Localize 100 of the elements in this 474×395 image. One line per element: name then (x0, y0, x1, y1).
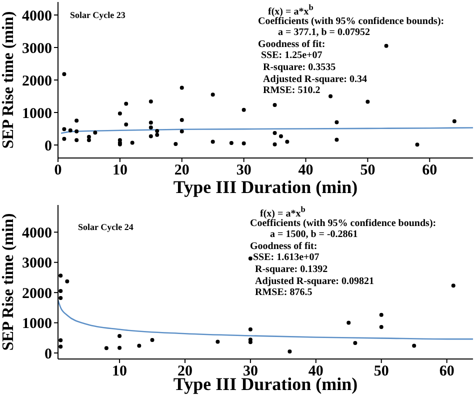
point (216, 340, 220, 344)
point (104, 346, 108, 350)
x-tick-label: 10 (112, 162, 128, 179)
x-axis-title: Type III Duration (min) (173, 177, 358, 197)
annotation: Solar Cycle 23 (70, 10, 126, 20)
point (210, 92, 215, 97)
y-tick-label: 2000 (22, 73, 52, 90)
point (86, 138, 91, 142)
point (74, 129, 79, 134)
annotation: a = 377.1, b = 0.07952 (278, 27, 370, 38)
y-tick-label: 4000 (22, 226, 52, 242)
point (137, 344, 142, 348)
y-tick-label: 0 (44, 346, 52, 362)
point (346, 320, 351, 325)
annotation: Coefficients (with 95% confidence bounds): (258, 16, 444, 27)
point (180, 129, 184, 134)
point (366, 100, 370, 104)
x-tick-label: 40 (298, 162, 314, 179)
annotation: RMSE: 876.5 (255, 287, 312, 298)
annotation: Adjusted R-square: 0.09821 (255, 276, 374, 287)
point (272, 103, 277, 108)
point (118, 346, 122, 350)
point (248, 340, 252, 344)
annotation: Coefficients (with 95% confidence bounds): (250, 218, 436, 229)
point (272, 142, 277, 146)
point (148, 99, 153, 104)
point (242, 141, 246, 146)
point (74, 118, 79, 123)
point (74, 138, 79, 142)
point (353, 340, 358, 345)
y-tick-label: 3000 (22, 256, 52, 272)
annotation: a = 1500, b = -0.2861 (270, 229, 358, 240)
point (130, 140, 134, 145)
y-tick-label: 4000 (22, 8, 52, 24)
annotation: Solar Cycle 24 (78, 222, 134, 232)
y-tick-label: 2000 (22, 286, 52, 302)
y-tick-label: 1000 (22, 316, 52, 332)
point (68, 128, 72, 132)
y-tick-label: 3000 (22, 40, 52, 57)
annotation: Goodness of fit: (250, 240, 318, 252)
annotation: SSE: 1.25e+07 (261, 50, 322, 62)
point (379, 312, 384, 317)
x-tick-label: 20 (174, 162, 190, 179)
annotation: R-square: 0.1392 (255, 264, 328, 275)
point (451, 284, 456, 288)
point (248, 327, 252, 332)
point (58, 296, 63, 300)
annotation: Adjusted R-square: 0.34 (263, 74, 367, 85)
point (58, 344, 63, 349)
point (415, 142, 420, 147)
annotation: R-square: 0.3535 (263, 62, 336, 73)
annotation: Goodness of fit: (258, 38, 326, 50)
point (288, 349, 292, 354)
point (148, 120, 153, 125)
x-tick-label: 50 (360, 162, 376, 179)
point (93, 130, 98, 135)
point (124, 102, 128, 106)
point (58, 274, 63, 278)
y-tick-label: 0 (44, 138, 52, 154)
point (155, 129, 160, 134)
point (65, 279, 70, 284)
point (278, 134, 283, 138)
point (118, 111, 122, 116)
point (58, 338, 63, 342)
x-tick-label: 30 (236, 162, 252, 179)
point (384, 44, 388, 48)
point (174, 142, 178, 146)
point (58, 289, 63, 294)
point (148, 134, 153, 138)
point (272, 130, 277, 135)
point (62, 127, 66, 132)
point (148, 125, 153, 130)
y-axis-title: SEP Rise time (min) (0, 11, 17, 149)
point (334, 138, 339, 142)
annotation: RMSE: 510.2 (263, 85, 320, 96)
annotation: f(x) = a*x$^{b}$ (260, 204, 306, 220)
y-tick-label: 1000 (22, 106, 52, 122)
x-tick-label: 60 (422, 162, 438, 179)
y-axis-title: SEP Rise time (min) (0, 213, 17, 351)
point (62, 72, 66, 76)
point (285, 140, 290, 144)
x-tick-label: 60 (439, 364, 454, 380)
annotation: SSE: 1.613e+07 (253, 252, 320, 264)
point (229, 141, 234, 146)
point (248, 256, 252, 260)
x-tick-label: 50 (374, 364, 389, 380)
point (124, 122, 128, 127)
point (210, 140, 215, 144)
point (86, 134, 91, 139)
point (62, 136, 66, 141)
point (118, 334, 122, 338)
point (452, 119, 456, 124)
point (155, 132, 160, 137)
point (328, 94, 333, 98)
x-tick-label: 10 (112, 364, 128, 380)
point (180, 118, 184, 122)
point (180, 86, 184, 90)
annotation: f(x) = a*x$^{b}$ (268, 2, 314, 18)
point (150, 338, 154, 342)
point (242, 108, 246, 112)
